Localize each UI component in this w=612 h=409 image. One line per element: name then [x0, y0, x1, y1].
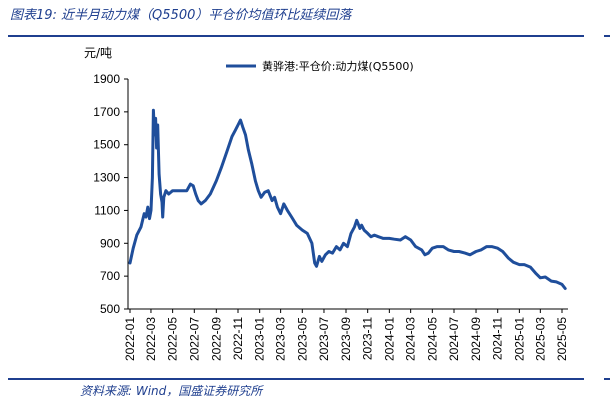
x-tick-label: 2022-05 [166, 317, 180, 361]
y-tick-label: 900 [100, 236, 120, 250]
y-tick-label: 1300 [93, 171, 120, 185]
x-tick-label: 2024-01 [382, 317, 396, 361]
x-axis-ticks: 2022-01 2022-03 2022-05 2022-07 2022-09 2022-… [123, 309, 569, 361]
x-tick-label: 2025-03 [533, 317, 547, 361]
edge-mark-top [604, 35, 610, 37]
legend-label: 黄骅港:平仓价:动力煤(Q5500) [262, 59, 414, 73]
x-tick-label: 2022-03 [144, 317, 158, 361]
x-tick-label: 2025-01 [512, 317, 526, 361]
y-tick-label: 1500 [93, 138, 120, 152]
x-tick-label: 2023-07 [317, 317, 331, 361]
y-tick-label: 700 [100, 269, 120, 283]
y-axis-unit: 元/吨 [84, 46, 112, 60]
x-tick-label: 2024-09 [469, 317, 483, 361]
x-tick-label: 2023-09 [339, 317, 353, 361]
y-tick-label: 1100 [94, 203, 120, 217]
x-tick-label: 2023-11 [361, 317, 375, 360]
y-tick-label: 1900 [93, 72, 120, 86]
x-tick-label: 2022-11 [231, 317, 245, 360]
x-tick-label: 2023-03 [274, 317, 288, 361]
line-chart: 元/吨 500 700 900 1100 1300 1500 1700 1900 2022-0… [84, 46, 569, 361]
title-divider [8, 35, 584, 37]
x-tick-label: 2024-11 [491, 317, 505, 360]
x-tick-label: 2023-05 [295, 317, 309, 361]
x-tick-label: 2025-05 [555, 317, 569, 361]
edge-mark-bottom [604, 378, 610, 380]
x-tick-label: 2022-07 [187, 317, 201, 361]
figure-title: 图表19: 近半月动力煤（Q5500）平仓价均值环比延续回落 [10, 8, 352, 23]
x-tick-label: 2022-01 [123, 317, 137, 361]
x-tick-label: 2024-05 [425, 317, 439, 361]
y-tick-label: 500 [100, 302, 120, 316]
source-divider [8, 378, 584, 380]
x-tick-label: 2024-03 [404, 317, 418, 361]
y-axis-ticks: 500 700 900 1100 1300 1500 1700 1900 [93, 72, 128, 316]
y-tick-label: 1700 [93, 105, 120, 119]
x-tick-label: 2023-01 [253, 317, 267, 361]
source-note: 资料来源: Wind，国盛证券研究所 [80, 384, 263, 398]
x-tick-label: 2024-07 [447, 317, 461, 361]
series-line [128, 108, 567, 290]
x-tick-label: 2022-09 [209, 317, 223, 361]
